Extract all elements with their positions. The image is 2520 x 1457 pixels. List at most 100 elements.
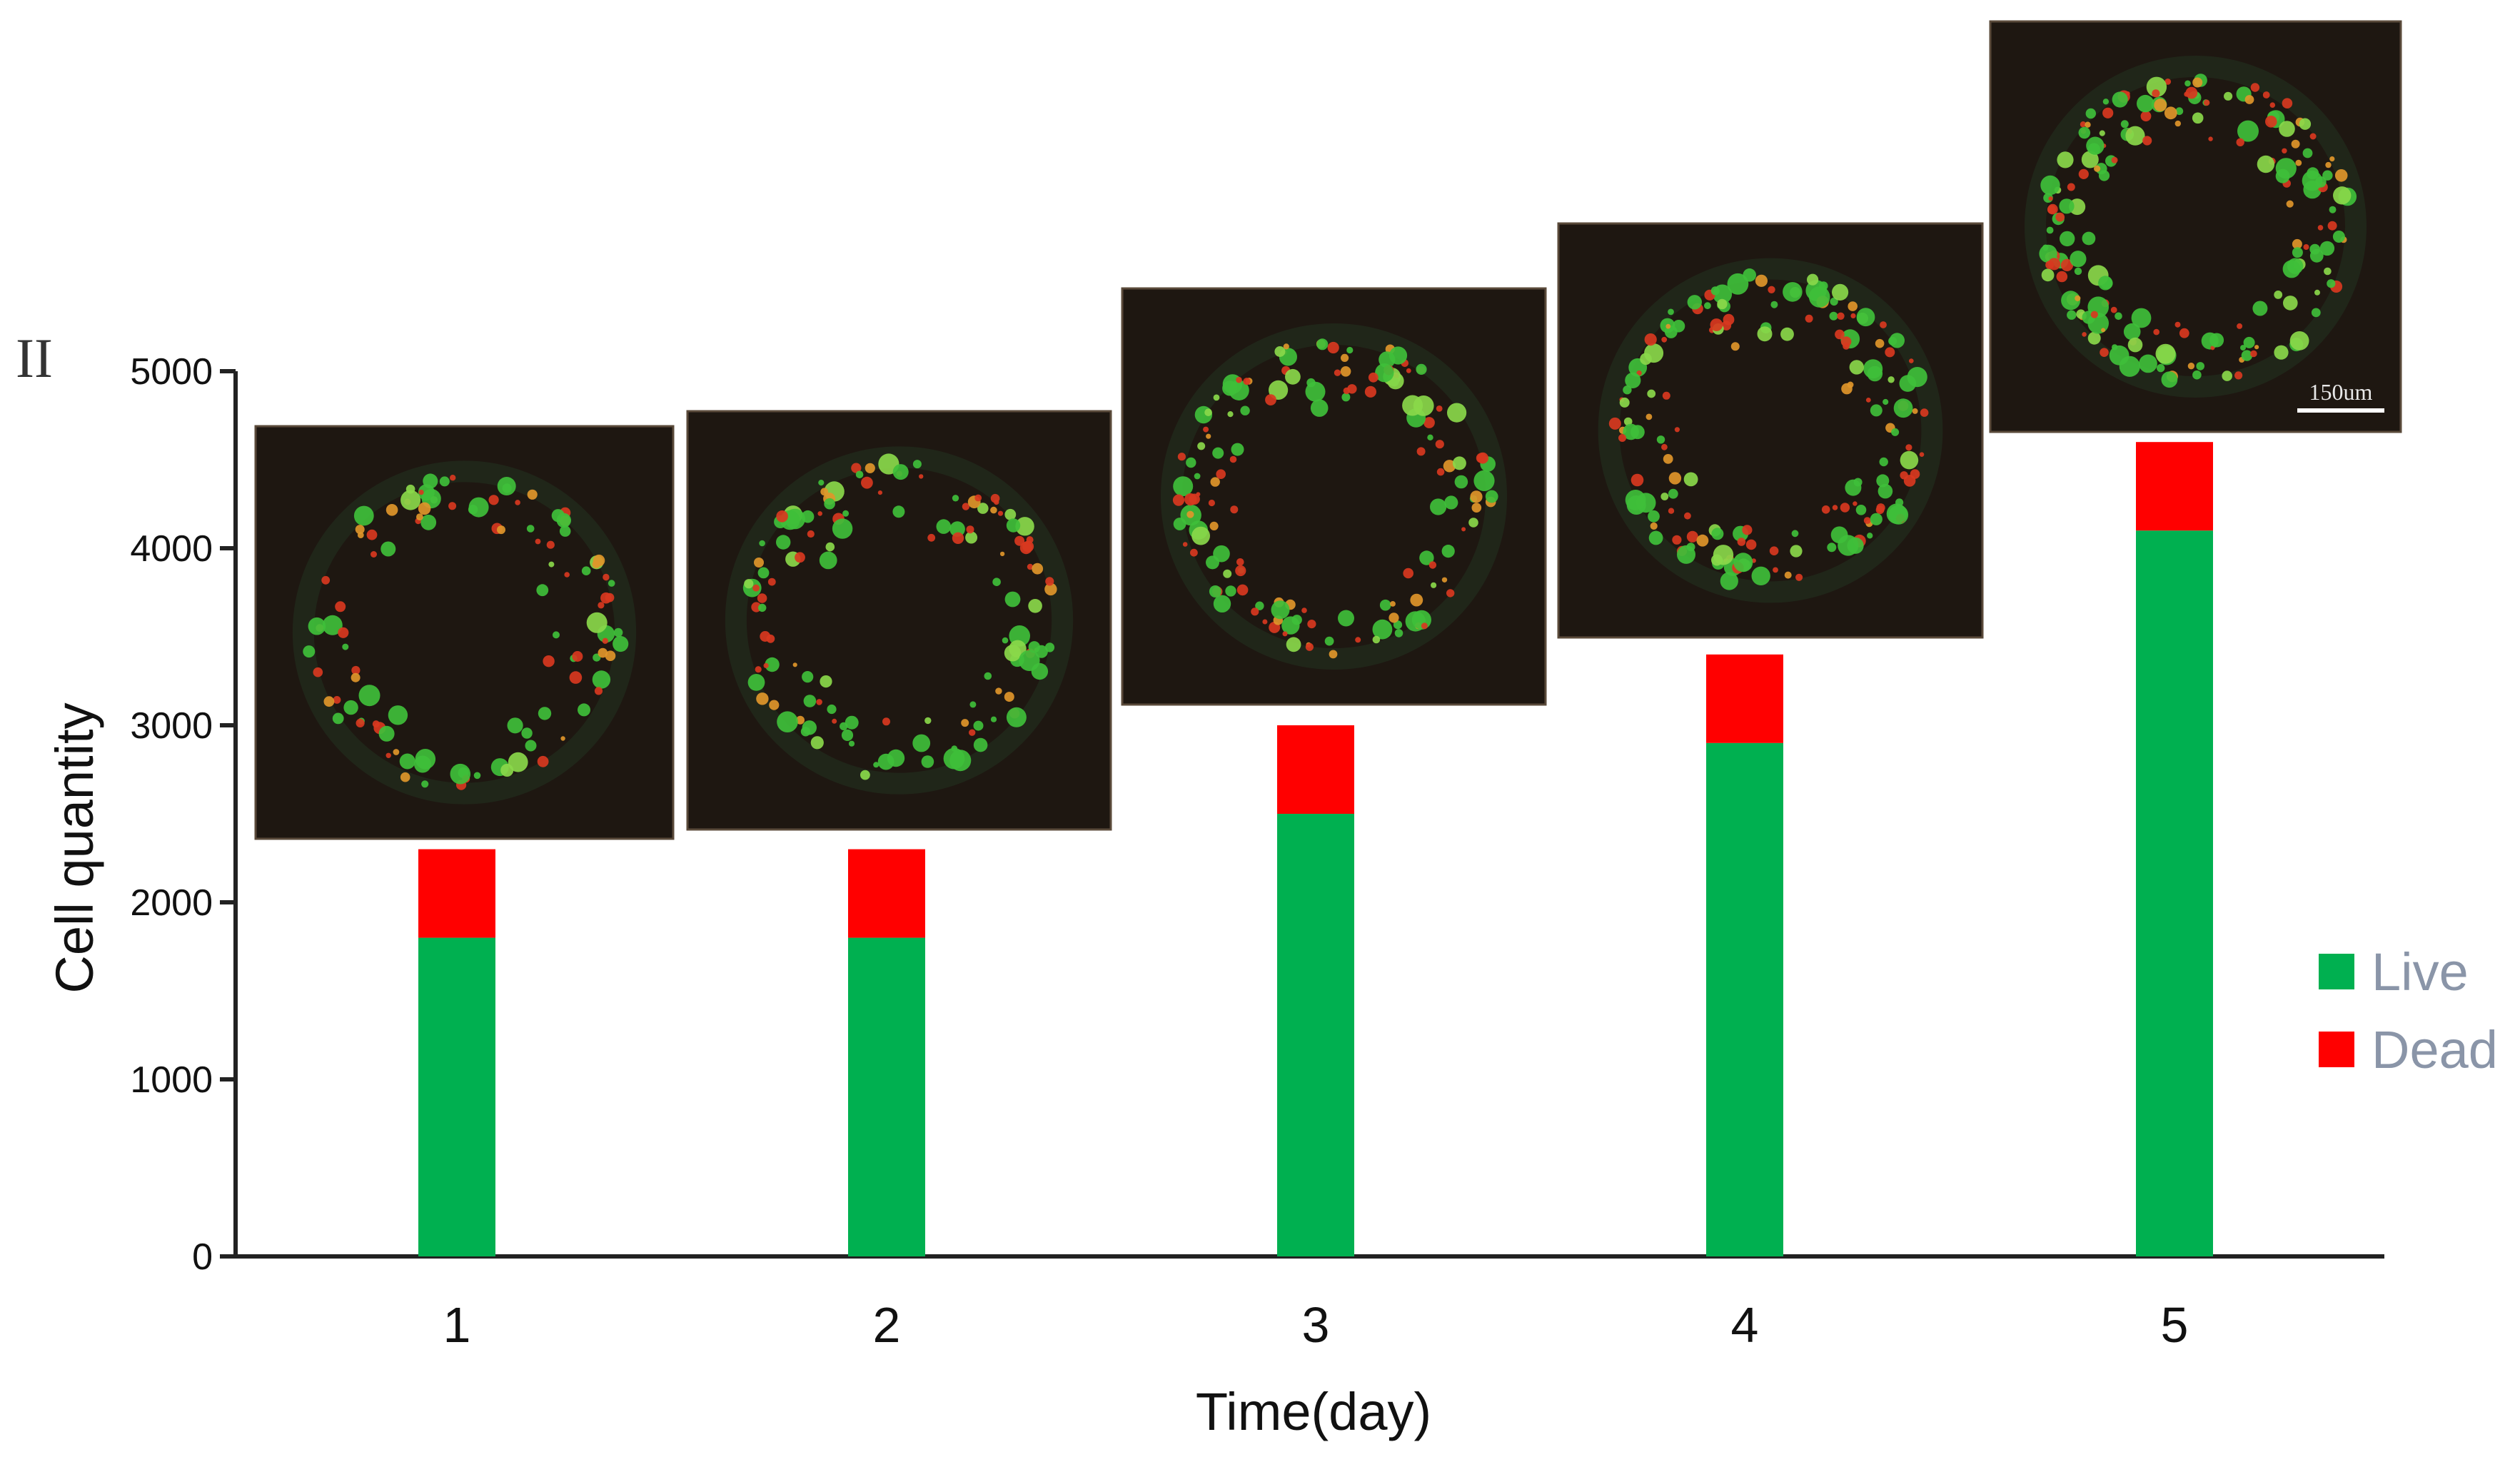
dead-cell-dot [497, 525, 505, 535]
live-cell-dot [405, 484, 415, 494]
dead-cell-dot [1390, 601, 1396, 607]
live-cell-dot [2139, 354, 2157, 373]
dead-cell-dot [1044, 583, 1057, 596]
live-cell-dot [1004, 508, 1017, 520]
live-cell-dot [1888, 376, 1895, 383]
live-cell-dot [842, 510, 850, 517]
live-cell-dot [1891, 428, 1900, 436]
live-cell-dot [1393, 620, 1403, 630]
live-cell-dot [1416, 363, 1427, 375]
live-cell-dot [873, 762, 880, 768]
dead-cell-dot [1347, 384, 1357, 394]
live-cell-dot [2196, 362, 2204, 370]
dead-cell-dot [1663, 454, 1673, 464]
y-tick-label: 2000 [130, 882, 213, 924]
dead-cell-dot [333, 696, 341, 704]
dead-cell-dot [1865, 398, 1871, 403]
live-cell-dot [965, 531, 978, 544]
dead-cell-dot [2254, 345, 2259, 350]
x-axis-label: Time(day) [1196, 1382, 1431, 1441]
micrograph-day-5: 150um [1989, 20, 2402, 433]
dead-cell-dot [2102, 107, 2114, 119]
live-cell-dot [1204, 408, 1212, 416]
dead-cell-dot [592, 560, 600, 569]
dead-cell-dot [385, 504, 398, 516]
live-cell-dot [1341, 393, 1351, 402]
live-cell-dot [1447, 403, 1467, 423]
dead-cell-dot [754, 558, 764, 568]
dead-cell-dot [2045, 261, 2055, 269]
dead-cell-dot [1032, 563, 1044, 575]
live-cell-dot [1346, 346, 1354, 354]
live-cell-dot [2309, 248, 2324, 263]
live-cell-dot [1316, 338, 1329, 351]
live-cell-dot [990, 716, 997, 722]
live-cell-dot [342, 643, 349, 650]
dead-cell-dot [769, 700, 780, 710]
live-cell-dot [1623, 385, 1632, 395]
live-cell-dot [2127, 337, 2143, 353]
live-cell-dot [820, 675, 832, 688]
live-cell-dot [1900, 450, 1919, 470]
dead-cell-dot [756, 692, 769, 705]
live-cell-dot [1867, 533, 1873, 539]
live-cell-dot [860, 770, 870, 780]
dead-cell-dot [1835, 329, 1845, 340]
dead-cell-dot [366, 529, 378, 540]
dead-cell-dot [1368, 372, 1379, 383]
dead-cell-dot [537, 755, 549, 767]
dead-cell-dot [603, 573, 610, 581]
dead-cell-dot [1768, 286, 1775, 293]
live-cell-dot [1019, 650, 1040, 671]
micrograph-day-3 [1121, 287, 1547, 706]
dead-cell-dot [1672, 535, 1682, 545]
dead-cell-dot [1184, 493, 1197, 506]
live-cell-dot [2209, 333, 2224, 348]
dead-cell-dot [974, 494, 982, 502]
live-cell-dot [776, 535, 791, 550]
dead-cell-dot [2234, 371, 2243, 380]
live-cell-dot [1310, 399, 1329, 417]
dead-cell-dot [1443, 460, 1456, 473]
y-tick-label: 5000 [130, 351, 213, 393]
spheroid-outline [2025, 56, 2367, 398]
panel-label: II [16, 327, 53, 389]
live-cell-dot [2070, 251, 2087, 268]
dead-cell-dot [2080, 121, 2087, 128]
live-cell-dot [1274, 346, 1286, 357]
live-cell-dot [592, 670, 611, 689]
live-cell-dot [439, 476, 450, 487]
live-cell-dot [353, 505, 374, 526]
bar-live-day-2 [848, 937, 925, 1256]
live-cell-dot [1832, 283, 1849, 301]
live-cell-dot [2243, 336, 2255, 348]
dead-cell-dot [1832, 505, 1838, 510]
live-cell-dot [2131, 308, 2152, 328]
live-cell-dot [322, 615, 343, 635]
legend-label-live: Live [2372, 942, 2469, 1002]
live-cell-dot [1388, 346, 1408, 365]
live-cell-dot [1431, 582, 1437, 588]
dead-cell-dot [2047, 205, 2057, 214]
live-cell-dot [759, 540, 765, 547]
live-cell-dot [1394, 629, 1403, 637]
dead-cell-dot [1909, 358, 1914, 363]
dead-cell-dot [752, 584, 760, 592]
live-cell-dot [1430, 498, 1447, 515]
live-cell-dot [2192, 370, 2202, 380]
live-cell-dot [332, 712, 344, 725]
live-cell-dot [414, 755, 431, 773]
dead-cell-dot [817, 511, 822, 516]
live-cell-dot [2224, 91, 2233, 101]
dead-cell-dot [1755, 274, 1768, 287]
bar-dead-day-4 [1706, 654, 1783, 743]
live-cell-dot [1223, 569, 1232, 578]
dead-cell-dot [1410, 593, 1423, 607]
live-cell-dot [1372, 635, 1381, 644]
dead-cell-dot [1262, 619, 1268, 625]
dead-cell-dot [1341, 353, 1349, 362]
micrograph-day-1 [254, 425, 675, 840]
dead-cell-dot [1182, 542, 1188, 547]
dead-cell-dot [418, 502, 431, 515]
live-cell-dot [912, 460, 922, 469]
